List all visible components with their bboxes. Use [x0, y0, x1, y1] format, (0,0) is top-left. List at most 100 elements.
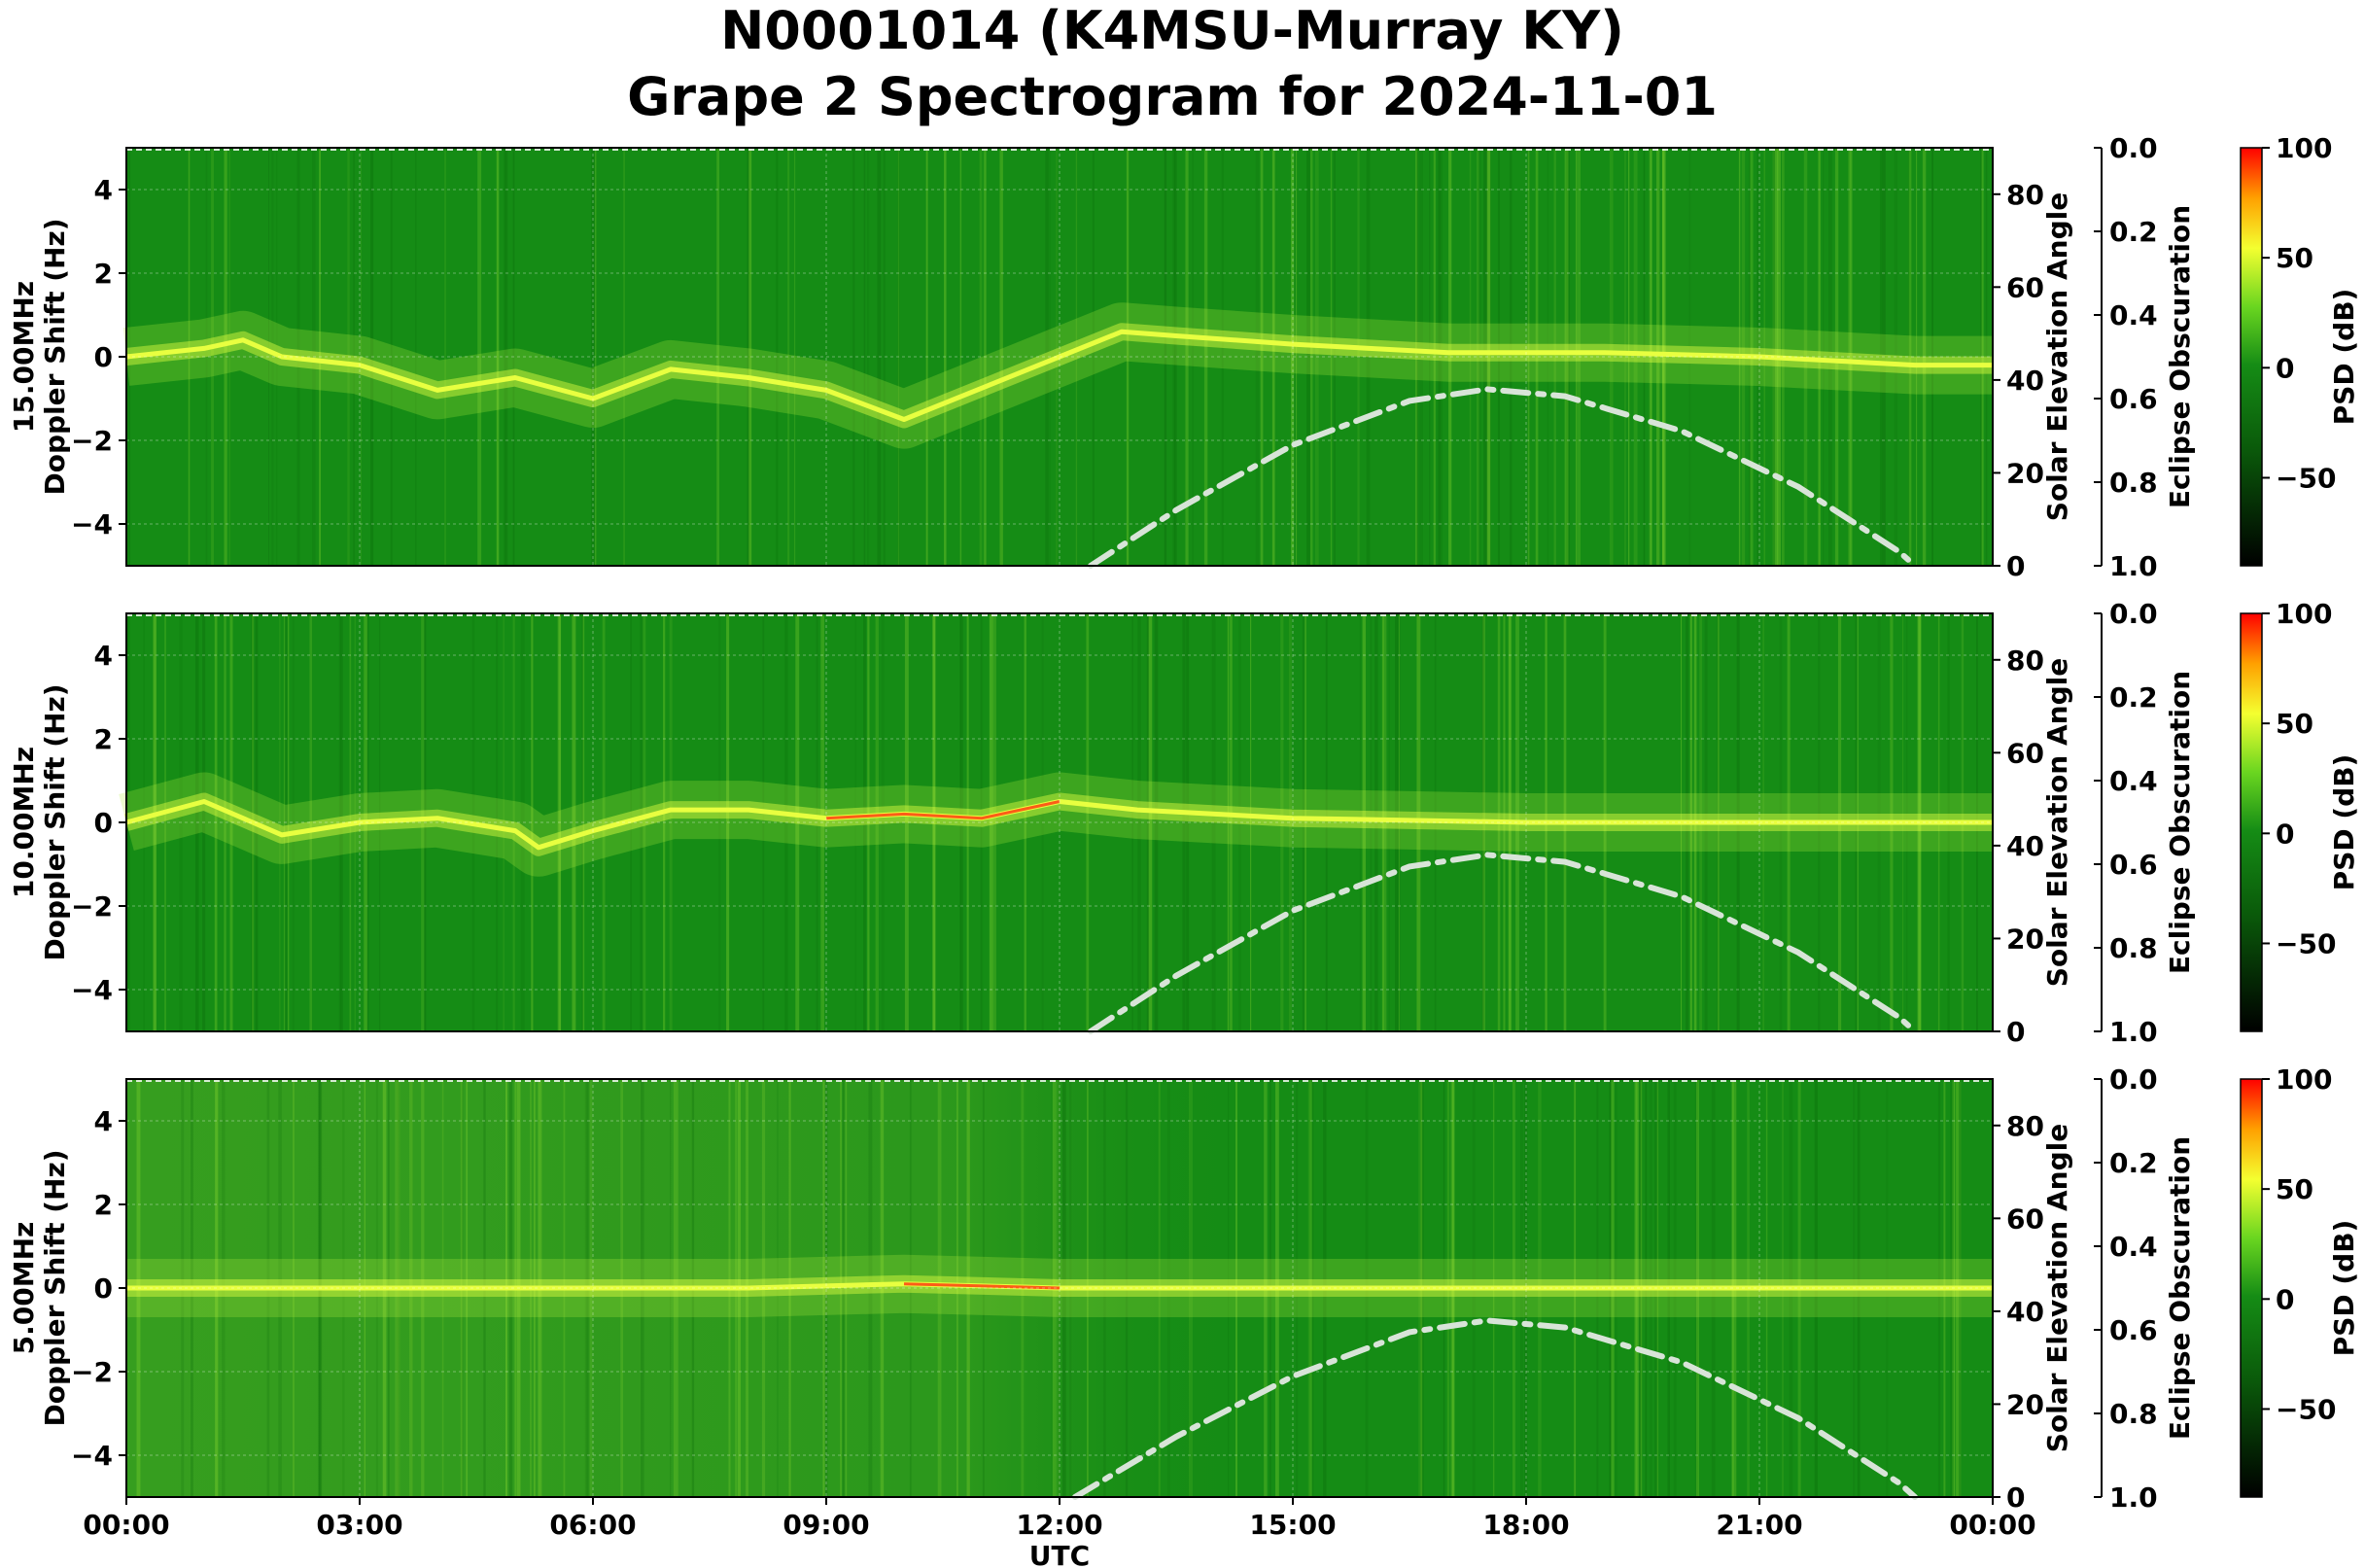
noise-streak	[1172, 148, 1175, 566]
noise-streak	[188, 148, 191, 566]
noise-streak	[776, 148, 779, 566]
eclipse-tick-label: 0.2	[2109, 1147, 2158, 1179]
noise-streak	[845, 1079, 848, 1497]
noise-streak	[1250, 613, 1252, 1031]
noise-streak	[1383, 613, 1387, 1031]
noise-streak	[1849, 148, 1853, 566]
y-tick-label: −4	[71, 1440, 113, 1472]
x-tick-label: 03:00	[316, 1509, 402, 1541]
noise-streak	[424, 613, 427, 1031]
noise-streak	[214, 613, 218, 1031]
eclipse-tick-label: 0.4	[2109, 1231, 2158, 1263]
noise-streak	[1280, 613, 1284, 1031]
noise-streak	[1137, 613, 1141, 1031]
noise-streak	[1374, 613, 1378, 1031]
noise-streak	[339, 613, 343, 1031]
x-tick-label: 18:00	[1482, 1509, 1569, 1541]
panel-5-00mhz: 420−2−45.00MHz Doppler Shift (Hz)80604020…	[8, 1063, 2360, 1568]
solar-elevation-curve	[1072, 1317, 1918, 1500]
y-tick-label: −2	[71, 890, 113, 923]
solar-tick-label: 80	[2006, 179, 2044, 211]
noise-streak	[1528, 148, 1530, 566]
noise-streak	[1818, 148, 1821, 566]
y-tick-label: −2	[71, 425, 113, 457]
noise-streak	[292, 613, 295, 1031]
solar-axis-label: Solar Elevation Angle	[2041, 1124, 2073, 1452]
noise-streak	[875, 613, 879, 1031]
noise-streak	[1325, 613, 1328, 1031]
colorbar-label: PSD (dB)	[2328, 289, 2360, 426]
noise-streak	[787, 148, 790, 566]
noise-streak	[1439, 148, 1443, 566]
noise-streak	[852, 148, 855, 566]
x-tick-label: 06:00	[549, 1509, 636, 1541]
noise-streak	[1146, 613, 1149, 1031]
noise-streak	[663, 613, 666, 1031]
noise-streak	[1448, 148, 1452, 566]
eclipse-tick-label: 0.6	[2109, 383, 2158, 415]
noise-streak	[582, 613, 585, 1031]
noise-streak	[1230, 613, 1233, 1031]
eclipse-tick-label: 0.2	[2109, 216, 2158, 248]
noise-streak	[854, 613, 857, 1031]
solar-tick-label: 20	[2006, 457, 2044, 489]
noise-streak	[1487, 148, 1491, 566]
noise-streak	[229, 613, 232, 1031]
y-tick-label: 4	[94, 1105, 113, 1137]
noise-streak	[863, 613, 866, 1031]
noise-streak	[477, 148, 482, 566]
noise-streak	[202, 613, 206, 1031]
noise-streak	[1388, 613, 1390, 1031]
noise-streak	[897, 148, 900, 566]
eclipse-tick-label: 0.0	[2109, 132, 2158, 164]
noise-streak	[531, 613, 534, 1031]
panel-10-00mhz: 420−2−410.00MHz Doppler Shift (Hz)8060402…	[8, 598, 2360, 1048]
y-tick-label: 0	[94, 1272, 113, 1305]
noise-streak	[983, 148, 986, 566]
chart-title-line2: Grape 2 Spectrogram for 2024-11-01	[627, 66, 1718, 127]
noise-streak	[989, 613, 993, 1031]
x-tick-label: 15:00	[1249, 1509, 1336, 1541]
solar-tick-label: 20	[2006, 1388, 2044, 1420]
noise-streak	[1366, 148, 1371, 566]
noise-streak	[1624, 148, 1626, 566]
noise-streak	[932, 613, 936, 1031]
noise-streak	[981, 613, 984, 1031]
noise-streak	[999, 148, 1003, 566]
noise-streak	[1478, 148, 1481, 566]
noise-streak	[520, 613, 525, 1031]
noise-streak	[229, 613, 233, 1031]
colorbar-tick-label: 100	[2276, 132, 2332, 164]
noise-streak	[153, 613, 157, 1031]
noise-streak	[643, 613, 646, 1031]
y-tick-label: 2	[94, 1189, 113, 1221]
x-tick-label: 21:00	[1716, 1509, 1802, 1541]
solar-axis-label: Solar Elevation Angle	[2041, 658, 2073, 987]
noise-streak	[1834, 148, 1839, 566]
noise-streak	[863, 148, 866, 566]
noise-streak	[1476, 148, 1479, 566]
noise-streak	[444, 148, 446, 566]
noise-streak	[1985, 148, 1988, 566]
y-tick-label: 0	[94, 807, 113, 839]
noise-streak	[991, 613, 996, 1031]
solar-tick-label: 80	[2006, 645, 2044, 677]
noise-streak	[669, 613, 673, 1031]
noise-streak	[1981, 148, 1984, 566]
noise-streak	[1024, 613, 1026, 1031]
y-axis-label-band: 10.00MHz	[8, 747, 40, 898]
noise-streak	[421, 613, 425, 1031]
noise-streak	[1174, 148, 1177, 566]
solar-elevation-curve	[1088, 386, 1918, 569]
noise-streak	[640, 613, 643, 1031]
colorbar	[2240, 147, 2263, 567]
noise-streak	[748, 148, 752, 566]
y-tick-label: −4	[71, 508, 113, 540]
noise-streak	[1416, 148, 1419, 566]
y-axis-label: Doppler Shift (Hz)	[39, 683, 71, 960]
eclipse-tick-label: 1.0	[2109, 1481, 2158, 1514]
eclipse-axis-label: Eclipse Obscuration	[2164, 671, 2196, 974]
noise-streak	[1330, 148, 1333, 566]
noise-streak	[1882, 148, 1886, 566]
noise-streak	[984, 148, 987, 566]
